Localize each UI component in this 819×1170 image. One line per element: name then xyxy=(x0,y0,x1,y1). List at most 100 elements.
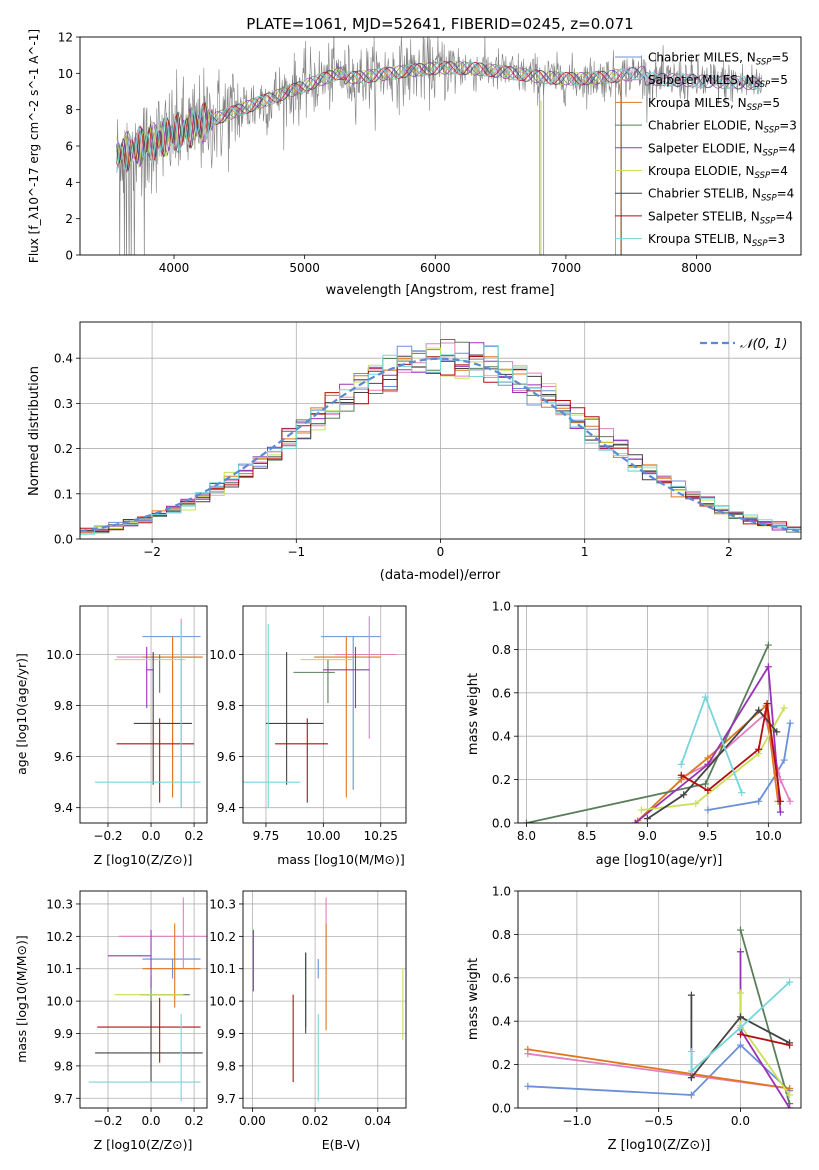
legend-label-salpeter_stelib: Salpeter STELIB, NSSP=4 xyxy=(648,209,793,226)
massebv-xlabel: E(B-V) xyxy=(322,1137,361,1152)
weight-marker-chabrier_stelib xyxy=(687,1074,695,1082)
agemass-xlabel: mass [log10(M/M⊙)] xyxy=(277,852,405,867)
weight-marker-chabrier_stelib xyxy=(773,728,781,736)
legend-value: =4 xyxy=(777,187,795,201)
y-tick-label: 9.6 xyxy=(54,750,73,764)
spectrum-model-kroupa_miles xyxy=(116,61,623,173)
legend-value: =3 xyxy=(779,119,797,133)
weight-marker-chabrier_miles xyxy=(755,797,763,805)
weight_vs_Z-plot-area xyxy=(524,926,794,1108)
weight-marker-kroupa_elodie xyxy=(637,806,645,814)
age_vs_Z-plot-area xyxy=(95,618,203,808)
spectrum-model-salpeter_stelib xyxy=(116,61,623,174)
weight-marker-chabrier_miles xyxy=(704,806,712,814)
weight-line-salpeter_elodie xyxy=(634,664,782,823)
legend-value: =5 xyxy=(762,96,780,110)
x-tick-label: 0.2 xyxy=(185,829,204,843)
spectrum-ylabel: Flux [f_λ10^-17 erg cm^-2 s^-1 A^-1] xyxy=(27,29,41,263)
ageZ-ylabel: age [log10(age/yr)] xyxy=(14,653,29,775)
weight-marker-salpeter_elodie xyxy=(736,948,744,956)
legend-label-chabrier_elodie: Chabrier ELODIE, NSSP=3 xyxy=(648,119,797,136)
weight-marker-chabrier_miles xyxy=(687,1091,695,1099)
x-tick-label: −2 xyxy=(143,545,161,559)
legend-subscript: SSP xyxy=(760,216,776,226)
y-tick-label: 10.0 xyxy=(209,648,236,662)
mass_vs_ebv-plot-area xyxy=(252,897,404,1102)
legend-label-normal: 𝒩(0, 1) xyxy=(740,337,787,352)
axes-frame xyxy=(517,605,802,824)
weight-marker-kroupa_stelib xyxy=(786,978,794,986)
y-tick-label: 10.1 xyxy=(209,962,236,976)
y-tick-label: 0.3 xyxy=(54,397,73,411)
x-tick-label: −1 xyxy=(287,545,305,559)
y-tick-label: 10.0 xyxy=(46,648,73,662)
y-tick-label: 1.0 xyxy=(492,600,511,614)
massZ-ylabel: mass [log10(M/M⊙)] xyxy=(14,935,29,1063)
y-tick-label: 10.0 xyxy=(209,995,236,1009)
y-tick-label: 9.8 xyxy=(54,699,73,713)
weight-marker-salpeter_stelib xyxy=(763,700,771,708)
weight-vs-age-panel: age [log10(age/yr)] mass weight 8.0 8.5 9.… xyxy=(466,600,802,868)
y-tick-label: 2 xyxy=(65,212,73,226)
y-tick-label: 10.1 xyxy=(46,962,73,976)
weight-marker-kroupa_miles xyxy=(786,1084,794,1092)
axes-frame xyxy=(79,36,802,256)
weight-marker-kroupa_stelib xyxy=(677,760,685,768)
weight-marker-kroupa_elodie xyxy=(786,1091,794,1099)
residuals-plot-area xyxy=(80,339,801,536)
y-tick-label: 10.2 xyxy=(46,930,73,944)
weight-marker-salpeter_elodie xyxy=(764,663,772,671)
x-tick-label: 0.00 xyxy=(239,1114,266,1128)
legend-value: =5 xyxy=(770,73,788,87)
weight-marker-kroupa_stelib xyxy=(738,789,746,797)
legend-label-kroupa_elodie: Kroupa ELODIE, NSSP=4 xyxy=(648,164,788,181)
x-tick-label: 9.75 xyxy=(253,829,280,843)
legend-subscript: SSP xyxy=(764,126,780,136)
legend-value: =4 xyxy=(770,164,788,178)
x-tick-label: 4000 xyxy=(159,261,190,275)
y-tick-label: 9.4 xyxy=(217,801,236,815)
massZ-xlabel: Z [log10(Z/Z⊙)] xyxy=(94,1137,193,1152)
legend-label-chabrier_stelib: Chabrier STELIB, NSSP=4 xyxy=(648,187,794,204)
residuals-panel: (data-model)/error Normed distribution −… xyxy=(27,321,802,583)
y-tick-label: 0.6 xyxy=(492,686,511,700)
y-tick-label: 0.4 xyxy=(492,730,511,744)
axes-frame xyxy=(79,605,208,824)
spectrum-xlabel: wavelength [Angstrom, rest frame] xyxy=(326,283,555,298)
mass-vs-extinction-panel: E(B-V) 0.00 0.02 0.04 9.7 9.8 9.9 10.0 10.1 10.2… xyxy=(209,890,407,1152)
x-tick-label: 0.02 xyxy=(302,1114,329,1128)
weight-marker-salpeter_stelib xyxy=(704,786,712,794)
age_vs_mass-plot-area xyxy=(243,616,397,808)
y-tick-label: 12 xyxy=(58,31,73,45)
y-tick-label: 10.3 xyxy=(46,897,73,911)
residual-histogram-kroupa_stelib xyxy=(80,345,801,536)
weight-vs-metallicity-panel: Z [log10(Z/Z⊙)] mass weight −1.0 −0.5 0.0 0… xyxy=(466,885,802,1153)
y-tick-label: 0 xyxy=(65,249,73,263)
weight-marker-kroupa_stelib xyxy=(687,1048,695,1056)
y-tick-label: 10.2 xyxy=(209,930,236,944)
wZ-xlabel: Z [log10(Z/Z⊙)] xyxy=(608,1138,711,1153)
weight-marker-salpeter_stelib xyxy=(677,771,685,779)
spectrum-model-chabrier_stelib xyxy=(116,61,763,171)
weight-marker-chabrier_stelib xyxy=(680,791,688,799)
x-tick-label: 0.0 xyxy=(731,1114,750,1128)
weight-line-chabrier_stelib xyxy=(690,995,790,1081)
weight-marker-chabrier_stelib xyxy=(755,706,763,714)
residuals-xlabel: (data-model)/error xyxy=(380,568,501,583)
legend-label-chabrier_miles: Chabrier MILES, NSSP=5 xyxy=(648,51,789,68)
wage-xlabel: age [log10(age/yr)] xyxy=(596,853,723,868)
weight-marker-kroupa_stelib xyxy=(736,1024,744,1032)
x-tick-label: 10.00 xyxy=(306,829,340,843)
spectrum-plot-area xyxy=(116,37,763,255)
weight-line-chabrier_stelib xyxy=(646,708,778,820)
weight-marker-chabrier_elodie xyxy=(522,819,530,823)
weight-marker-salpeter_elodie xyxy=(776,808,784,816)
y-tick-label: 0.4 xyxy=(54,352,73,366)
weight-marker-chabrier_elodie xyxy=(736,926,744,934)
ageZ-xlabel: Z [log10(Z/Z⊙)] xyxy=(94,852,193,867)
x-tick-label: 8.5 xyxy=(577,829,596,843)
x-tick-label: 8000 xyxy=(681,261,712,275)
weight-marker-chabrier_miles xyxy=(780,756,788,764)
legend-label-kroupa_stelib: Kroupa STELIB, NSSP=3 xyxy=(648,232,785,249)
y-tick-label: 8 xyxy=(65,103,73,117)
